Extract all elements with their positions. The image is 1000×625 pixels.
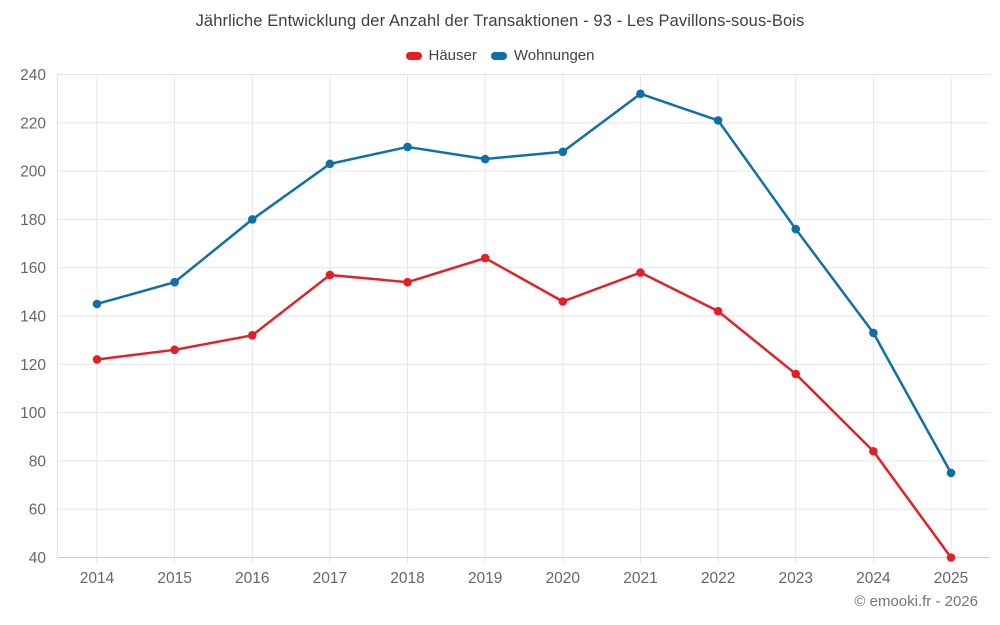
x-axis-tick-label: 2016 [235, 570, 269, 587]
data-point-wohnungen-2017[interactable] [325, 159, 335, 169]
series-line-wohnungen[interactable] [95, 92, 953, 475]
data-point-h-user-2024[interactable] [869, 446, 878, 456]
data-point-wohnungen-2015[interactable] [170, 277, 179, 287]
hauser-legend-label: Häuser [428, 47, 477, 64]
hauser-legend-swatch-icon [405, 51, 422, 60]
y-axis-tick-label: 160 [20, 260, 46, 277]
data-point-wohnungen-2025[interactable] [946, 468, 956, 478]
x-axis-tick-label: 2024 [856, 570, 891, 587]
data-point-h-user-2020[interactable] [558, 297, 568, 306]
x-axis-tick-label: 2021 [623, 570, 657, 587]
x-axis-tick-label: 2025 [934, 570, 968, 587]
series-line-h-user[interactable] [95, 256, 953, 559]
y-axis-tick-label: 240 [20, 67, 46, 84]
wohnungen-legend-swatch-icon [490, 51, 507, 60]
y-axis-tick-label: 100 [20, 405, 46, 422]
y-axis-tick-label: 120 [20, 357, 46, 374]
x-axis-tick-label: 2015 [157, 570, 191, 587]
x-axis-tick-label: 2019 [468, 570, 502, 587]
data-point-h-user-2017[interactable] [325, 270, 335, 280]
data-point-h-user-2022[interactable] [713, 306, 723, 316]
y-axis-tick-label: 40 [29, 550, 47, 567]
wohnungen-legend-label: Wohnungen [513, 47, 595, 64]
x-axis-tick-label: 2014 [80, 570, 115, 587]
x-axis-tick-label: 2020 [546, 570, 581, 587]
chart-title: Jährliche Entwicklung der Anzahl der Tra… [195, 12, 805, 30]
data-point-h-user-2023[interactable] [791, 369, 801, 379]
data-point-wohnungen-2024[interactable] [869, 328, 878, 338]
data-point-h-user-2021[interactable] [636, 268, 645, 277]
data-point-h-user-2019[interactable] [480, 253, 490, 263]
y-axis-tick-label: 60 [29, 502, 47, 519]
y-axis-tick-label: 180 [20, 212, 46, 229]
data-point-h-user-2015[interactable] [170, 345, 179, 355]
x-axis-tick-label: 2022 [701, 570, 735, 587]
y-axis-tick-label: 200 [20, 164, 46, 181]
data-point-wohnungen-2016[interactable] [247, 215, 257, 224]
data-point-h-user-2014[interactable] [92, 355, 102, 364]
data-point-h-user-2018[interactable] [403, 277, 412, 287]
data-point-wohnungen-2022[interactable] [713, 116, 723, 125]
y-axis-tick-label: 220 [20, 115, 46, 132]
data-point-wohnungen-2018[interactable] [403, 142, 412, 152]
y-axis-tick-label: 140 [20, 309, 46, 326]
data-point-wohnungen-2019[interactable] [480, 154, 490, 164]
data-point-wohnungen-2021[interactable] [636, 89, 645, 99]
data-point-h-user-2025[interactable] [946, 553, 956, 562]
data-point-wohnungen-2023[interactable] [791, 224, 801, 234]
data-point-h-user-2016[interactable] [247, 331, 257, 340]
data-point-wohnungen-2014[interactable] [92, 299, 102, 309]
data-point-wohnungen-2020[interactable] [558, 147, 568, 157]
chart-legend: Häuser Wohnungen [0, 47, 1000, 64]
legend-item-wohnungen[interactable]: Wohnungen [490, 47, 595, 64]
x-axis-tick-label: 2017 [313, 570, 347, 587]
y-axis-tick-label: 80 [29, 453, 47, 470]
x-axis-tick-label: 2018 [390, 570, 424, 587]
x-axis-tick-label: 2023 [778, 570, 812, 587]
legend-item-hauser[interactable]: Häuser [405, 47, 477, 64]
footer-credit: © emooki.fr - 2026 [854, 593, 978, 610]
